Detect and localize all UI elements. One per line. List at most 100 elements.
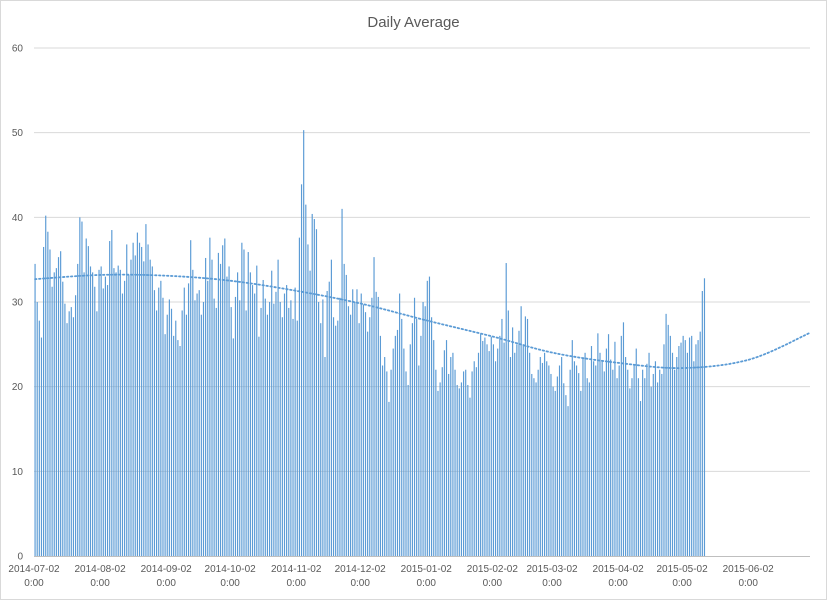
- bar: [268, 302, 271, 556]
- bar: [175, 320, 177, 556]
- bar: [401, 318, 403, 556]
- bar: [571, 340, 573, 556]
- bar: [416, 318, 418, 556]
- bar: [277, 259, 279, 556]
- bar: [441, 367, 443, 556]
- bar: [659, 369, 661, 556]
- x-tick-label-date: 2014-09-02: [141, 564, 193, 575]
- bar: [563, 383, 565, 556]
- bar: [433, 340, 435, 556]
- bar: [639, 401, 642, 556]
- bar: [324, 357, 326, 556]
- bar: [465, 369, 467, 556]
- y-tick-label-30: 30: [12, 298, 24, 309]
- bar: [226, 276, 228, 556]
- bar: [162, 297, 164, 556]
- bar: [688, 337, 691, 556]
- bar: [339, 297, 341, 556]
- bar: [588, 382, 590, 556]
- bar: [622, 322, 625, 556]
- bar: [454, 369, 456, 556]
- bar: [77, 263, 79, 556]
- bar: [251, 285, 254, 556]
- bar: [249, 272, 251, 556]
- bar: [371, 297, 373, 556]
- bar: [213, 298, 215, 556]
- bar: [676, 357, 678, 556]
- bar: [241, 242, 243, 557]
- bar: [200, 314, 202, 556]
- bar: [275, 291, 277, 556]
- bar: [590, 346, 593, 556]
- bar: [516, 344, 518, 556]
- bar: [656, 382, 659, 556]
- bar: [153, 290, 156, 556]
- bar: [60, 251, 62, 556]
- bar: [550, 373, 552, 556]
- bar: [102, 288, 104, 556]
- bar: [514, 352, 516, 556]
- bar: [288, 307, 290, 556]
- bar: [134, 255, 136, 556]
- bar: [373, 257, 375, 556]
- bar: [215, 307, 217, 556]
- bar: [665, 313, 667, 556]
- bar: [671, 352, 674, 556]
- bar: [356, 289, 358, 556]
- x-tick-label-time: 0:00: [672, 578, 692, 589]
- bar: [337, 320, 339, 556]
- x-tick-label-date: 2014-11-02: [271, 564, 322, 575]
- bar: [283, 293, 286, 556]
- bar: [420, 335, 422, 556]
- bar: [119, 269, 121, 556]
- bar: [431, 317, 433, 556]
- bar: [64, 303, 66, 556]
- bar: [458, 388, 460, 556]
- bar: [286, 285, 288, 556]
- bar: [544, 352, 546, 556]
- bar: [497, 348, 499, 556]
- bar: [390, 369, 392, 556]
- bar: [424, 306, 426, 556]
- bar: [38, 320, 40, 556]
- bar: [360, 293, 362, 556]
- bar: [699, 331, 701, 556]
- bar: [239, 300, 241, 556]
- x-tick-label-date: 2015-01-02: [401, 564, 453, 575]
- bar: [567, 406, 569, 556]
- bar: [166, 314, 168, 556]
- bar: [57, 257, 60, 556]
- bar: [601, 361, 603, 556]
- x-tick-label-time: 0:00: [738, 578, 758, 589]
- x-tick-label-date: 2015-05-02: [657, 564, 709, 575]
- bar: [179, 346, 181, 556]
- bar: [237, 272, 239, 556]
- bar: [43, 246, 45, 556]
- bar: [396, 329, 399, 556]
- bar: [629, 388, 631, 556]
- bar: [486, 344, 488, 556]
- bar: [409, 344, 411, 556]
- bar: [565, 395, 567, 556]
- x-tick-label-date: 2014-08-02: [75, 564, 127, 575]
- bar: [151, 266, 153, 556]
- bar: [684, 340, 686, 556]
- bar: [109, 241, 111, 557]
- bar: [322, 299, 324, 556]
- bar: [603, 371, 605, 556]
- bar: [462, 371, 465, 556]
- bar: [181, 310, 183, 556]
- bar: [156, 310, 158, 556]
- bar: [367, 331, 369, 556]
- bar: [522, 344, 524, 556]
- bar: [469, 397, 471, 556]
- bar: [121, 293, 124, 556]
- bar: [399, 293, 401, 556]
- bar: [584, 352, 586, 556]
- bar: [535, 382, 537, 556]
- bar: [219, 263, 222, 556]
- bar: [53, 272, 55, 556]
- bar: [173, 335, 175, 556]
- bar: [614, 341, 616, 556]
- x-tick-label-time: 0:00: [90, 578, 110, 589]
